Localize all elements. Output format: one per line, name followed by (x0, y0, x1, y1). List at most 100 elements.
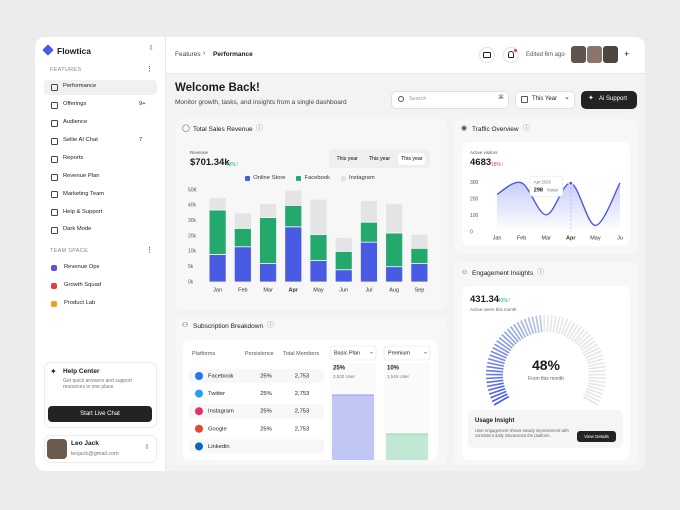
period-dropdown[interactable] (515, 91, 575, 109)
divider (165, 73, 645, 74)
gauge-tick-filled (531, 316, 537, 334)
x-tick-label: Jan (493, 235, 502, 241)
gauge-tick (570, 326, 583, 341)
revenue-label: Revenue (190, 150, 209, 155)
help-text: Get quick answers and support resources … (63, 378, 132, 390)
card-title: Engagement Insights (472, 270, 534, 277)
period-label[interactable]: This Year (532, 96, 558, 102)
plan-users: 1,545 User (387, 374, 410, 379)
revenue-change: 43% (226, 162, 237, 168)
bar-segment (334, 250, 353, 271)
nav-item[interactable]: Offerings (63, 101, 87, 108)
team-icon (51, 301, 57, 307)
legend-label: Instagram (348, 175, 375, 181)
bar-segment (385, 232, 404, 268)
chevron: ⌄ (564, 94, 570, 101)
platform-icon (195, 389, 203, 398)
nav-item[interactable]: Marketing Team (63, 190, 105, 197)
nav-item[interactable]: Audience (63, 119, 88, 125)
nav-item[interactable]: Sellie AI Chat (63, 136, 98, 143)
team-item[interactable]: Product Lab (64, 300, 96, 307)
search-icon (398, 96, 404, 102)
gauge-tick-filled (486, 365, 504, 370)
nav-item[interactable]: Dark Mode (63, 226, 92, 233)
collapse-icon[interactable]: ⇕ (148, 45, 154, 52)
divider (165, 37, 166, 471)
period-tab[interactable]: This year (336, 155, 358, 162)
nav-item[interactable]: Help & Support (63, 208, 103, 215)
gauge-tick (587, 385, 605, 392)
card-icon: ◉ (461, 125, 468, 132)
period-tab[interactable]: This year (398, 152, 426, 165)
more-icon[interactable]: ⋮ (146, 247, 153, 254)
y-tick-label: 0 (470, 229, 473, 235)
view-details-button[interactable]: View Details (577, 431, 616, 442)
plan-dropdown[interactable] (383, 345, 431, 361)
nav-item[interactable]: Reports (63, 154, 84, 161)
platform-icon (195, 372, 203, 380)
nav-item[interactable]: Performance (63, 83, 97, 90)
gauge-tick-filled (539, 315, 543, 333)
gauge-tick (588, 365, 606, 370)
tooltip-value: 298 (534, 188, 543, 194)
ai-support-button[interactable] (581, 91, 637, 109)
nav-icon (51, 191, 58, 199)
user-menu-icon[interactable]: ⇕ (144, 444, 150, 451)
breadcrumb[interactable]: Performance (213, 51, 253, 58)
gauge-tick (573, 328, 586, 343)
y-tick-label: 300 (470, 180, 479, 186)
gauge-tick (580, 340, 596, 352)
breadcrumb[interactable]: Features (175, 51, 201, 58)
period-tab[interactable]: This year (368, 155, 391, 162)
nav-item[interactable]: Revenue Plan (63, 172, 100, 179)
search-placeholder[interactable]: Search (409, 96, 427, 102)
x-tick-label: Mar (541, 235, 551, 241)
legend: Online Store Facebook Instagram (190, 175, 430, 181)
more-icon[interactable]: ⋮ (146, 66, 153, 73)
gauge-tick (549, 315, 553, 333)
card-title: Subscription Breakdown (193, 323, 264, 330)
team-item[interactable]: Revenue Ops (64, 264, 100, 271)
column-header: Platforms (192, 351, 216, 357)
mail-button[interactable] (479, 47, 495, 63)
x-tick-label: Sep (414, 287, 424, 293)
plan-value: 10% (387, 366, 400, 372)
gauge-tick-filled (503, 331, 517, 345)
platform-name: Twitter (208, 391, 225, 397)
plan-value: 25% (333, 366, 346, 372)
bar-segment (284, 189, 303, 206)
gauge-tick-filled (490, 390, 507, 399)
ai-support-label[interactable]: Ai Support (599, 96, 628, 102)
x-tick-label: Mar (263, 287, 273, 293)
section-heading: TEAM SPACE (50, 248, 89, 254)
active-item-bg (44, 79, 157, 95)
row-bg (189, 439, 324, 454)
cell: 25% (260, 409, 272, 415)
breadcrumb-separator: › (203, 50, 206, 57)
usage-title: Usage Insight (475, 418, 515, 424)
engagement-change: 43% (498, 298, 509, 304)
up-arrow: ↑ (508, 297, 511, 303)
bar-segment (385, 266, 404, 283)
gauge-tick-filled (486, 376, 504, 380)
card-icon: ⚇ (182, 322, 189, 329)
plan-dropdown[interactable] (329, 345, 377, 361)
bar-segment (410, 263, 429, 283)
team-item[interactable]: Growth Squad (64, 282, 102, 289)
nav-badge: 7 (139, 136, 143, 143)
gauge-track (543, 315, 607, 406)
bar-segment (233, 246, 252, 283)
live-chat-button[interactable]: Start Live Chat (48, 406, 152, 422)
gauge-tick (560, 318, 569, 336)
gauge-tick-filled (486, 382, 504, 388)
gauge-tick-filled (498, 336, 513, 349)
gauge-tick (575, 331, 589, 345)
add-button[interactable]: + (624, 49, 630, 59)
search-box[interactable] (391, 91, 509, 109)
gauge-tick-filled (488, 357, 505, 365)
usage-text: User engagement shows steady improvement… (475, 428, 569, 439)
bar-segment (385, 203, 404, 234)
gauge-tick-filled (516, 321, 527, 338)
x-tick-label: Jun (339, 287, 348, 293)
